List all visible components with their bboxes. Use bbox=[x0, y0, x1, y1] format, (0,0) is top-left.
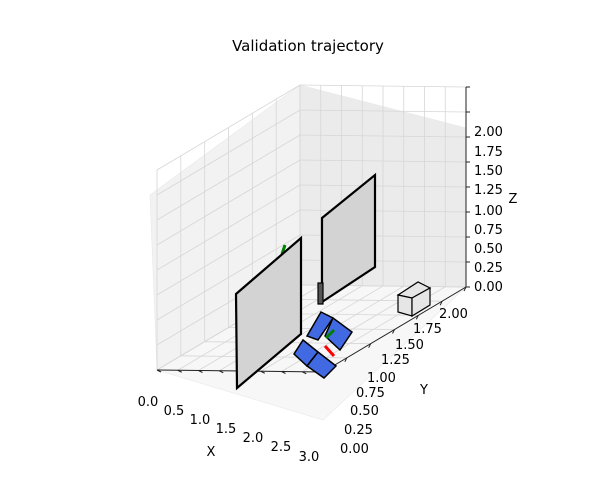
z-gridline bbox=[156, 109, 301, 196]
plot-3d: 0.0 0.5 1.0 1.5 2.0 2.5 3.0 X 0.00 0.25 … bbox=[138, 84, 518, 465]
y-tick bbox=[156, 369, 162, 373]
y-tick bbox=[198, 370, 203, 373]
y-tick bbox=[281, 371, 286, 374]
z-tick-label: 0.00 bbox=[474, 280, 503, 295]
chart-title: Validation trajectory bbox=[232, 37, 384, 55]
x-tick-label: 3.0 bbox=[299, 450, 320, 465]
y-tick-label: 0.50 bbox=[350, 404, 379, 419]
y-tick-label: 1.75 bbox=[413, 322, 442, 337]
goal-box-side bbox=[411, 286, 431, 318]
z-tick-label: 1.50 bbox=[474, 164, 503, 179]
frame-marker-y bbox=[324, 328, 336, 340]
x-tick bbox=[439, 300, 443, 306]
y-tick bbox=[302, 371, 307, 375]
wall-back bbox=[320, 172, 377, 305]
scene-objects bbox=[234, 172, 432, 391]
x-tick-label: 0.5 bbox=[164, 404, 185, 419]
y-tick bbox=[260, 370, 265, 374]
z-tick-label: 0.25 bbox=[474, 261, 503, 276]
x-tick bbox=[415, 315, 419, 320]
x-tick-label: 2.5 bbox=[271, 440, 292, 455]
wall-front bbox=[234, 235, 303, 391]
z-gridline bbox=[156, 184, 301, 271]
z-tick-labels: 0.00 0.25 0.50 0.75 1.00 1.25 1.50 1.75 … bbox=[474, 125, 503, 295]
z-tick-label: 1.75 bbox=[474, 145, 503, 160]
z-gridline bbox=[156, 209, 301, 296]
z-gridline bbox=[156, 84, 301, 171]
y-tick-label: 1.25 bbox=[381, 353, 410, 368]
z-gridline bbox=[156, 159, 301, 246]
robot-link-4 bbox=[305, 350, 338, 379]
y-tick-label: 0.75 bbox=[356, 386, 385, 401]
x-tick-label: 0.0 bbox=[138, 395, 159, 410]
goal-box-front bbox=[397, 294, 413, 317]
x-tick-label: 1.0 bbox=[190, 413, 211, 428]
x-axis-label: X bbox=[207, 445, 216, 460]
robot bbox=[293, 311, 354, 379]
z-gridline bbox=[156, 234, 301, 321]
tick-marks bbox=[156, 86, 470, 377]
z-gridline bbox=[299, 159, 467, 163]
z-gridline bbox=[299, 109, 467, 113]
x-tick-label: 1.5 bbox=[216, 422, 237, 437]
y-tick-label: 0.00 bbox=[340, 442, 369, 457]
y-tick-labels: 0.00 0.25 0.50 0.75 1.00 1.25 1.50 1.75 … bbox=[340, 307, 468, 457]
y-axis-label: Y bbox=[419, 383, 428, 398]
x-tick-labels: 0.0 0.5 1.0 1.5 2.0 2.5 3.0 bbox=[138, 395, 320, 465]
z-tick-label: 1.00 bbox=[474, 204, 503, 219]
z-gridline bbox=[299, 84, 467, 88]
z-gridline bbox=[156, 134, 301, 221]
y-tick bbox=[219, 370, 224, 374]
frame-marker-x bbox=[323, 344, 336, 358]
z-gridline bbox=[299, 209, 467, 213]
z-tick-label: 1.25 bbox=[474, 183, 503, 198]
z-axis-label: Z bbox=[509, 192, 518, 207]
wall-post bbox=[317, 282, 324, 305]
goal-box bbox=[396, 281, 432, 318]
z-gridline bbox=[299, 134, 467, 138]
robot-link-1 bbox=[305, 311, 335, 341]
z-gridline bbox=[299, 184, 467, 188]
x-tick bbox=[392, 329, 395, 334]
y-tick-label: 0.25 bbox=[344, 423, 373, 438]
z-tick-label: 2.00 bbox=[474, 125, 503, 140]
y-tick bbox=[177, 369, 182, 373]
y-tick-label: 1.50 bbox=[395, 338, 424, 353]
x-tick-label: 2.0 bbox=[243, 431, 264, 446]
robot-link-2 bbox=[324, 316, 354, 352]
x-tick bbox=[368, 343, 372, 348]
z-tick-label: 0.50 bbox=[474, 242, 503, 257]
z-tick-label: 0.75 bbox=[474, 223, 503, 238]
x-tick bbox=[463, 286, 467, 292]
y-tick-label: 2.00 bbox=[439, 307, 468, 322]
x-tick bbox=[344, 357, 348, 363]
y-tick-label: 1.00 bbox=[367, 371, 396, 386]
